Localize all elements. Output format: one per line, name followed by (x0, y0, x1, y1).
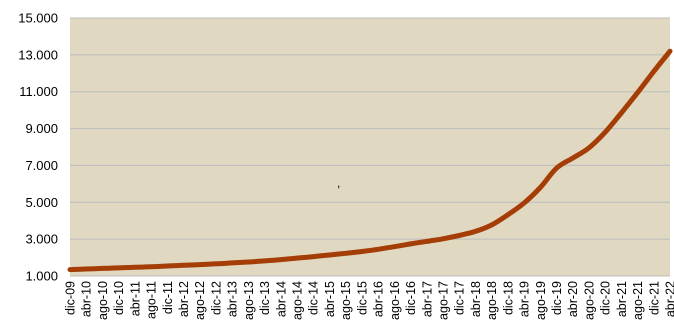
x-tick-label: abr-22 (664, 281, 674, 317)
annotation-mark: , (337, 176, 340, 190)
x-tick-label: ago-21 (631, 281, 645, 320)
x-tick-label: dic-09 (64, 281, 78, 315)
y-tick-label: 11.000 (19, 84, 58, 99)
x-tick-label: dic-15 (355, 281, 369, 315)
x-tick-label: dic-21 (647, 281, 661, 315)
series-layer (67, 48, 673, 273)
plot-area (70, 18, 670, 276)
x-tick-label: dic-10 (112, 281, 126, 315)
y-tick-label: 3.000 (25, 232, 58, 247)
x-tick-label: ago-15 (339, 281, 353, 320)
x-tick-label: abr-20 (566, 281, 580, 317)
x-axis-tick-labels: dic-09 abr-10 ago-10 dic-10 abr-11 ago-11 dic-… (64, 281, 674, 320)
x-tick-label: dic-14 (307, 281, 321, 315)
x-tick-label: dic-11 (161, 281, 175, 314)
x-tick-label: dic-17 (453, 281, 467, 315)
x-tick-label: ago-14 (291, 281, 305, 320)
x-tick-label: abr-14 (274, 281, 288, 317)
x-tick-label: abr-13 (226, 281, 240, 317)
x-tick-label: ago-10 (96, 281, 110, 320)
x-tick-label: abr-11 (128, 281, 142, 316)
x-tick-label: dic-18 (501, 281, 515, 315)
x-tick-label: ago-12 (193, 281, 207, 320)
y-tick-label: 15.000 (18, 11, 58, 26)
x-tick-label: abr-10 (80, 281, 94, 317)
y-tick-label: 13.000 (18, 47, 58, 62)
x-tick-label: abr-21 (615, 281, 629, 317)
x-tick-label: abr-15 (323, 281, 337, 317)
x-tick-label: abr-16 (372, 281, 386, 317)
x-tick-label: abr-18 (469, 281, 483, 317)
gridlines (70, 17, 670, 277)
x-tick-label: dic-20 (599, 281, 613, 315)
x-tick-label: ago-13 (242, 281, 256, 320)
series-line (67, 48, 673, 273)
x-tick-label: ago-20 (582, 281, 596, 320)
y-tick-label: 9.000 (25, 121, 58, 136)
x-tick-label: ago-17 (436, 281, 450, 320)
x-tick-label: dic-12 (209, 281, 223, 315)
x-tick-label: dic-16 (404, 281, 418, 315)
x-tick-label: abr-12 (177, 281, 191, 317)
y-tick-label: 1.000 (25, 269, 58, 284)
x-tick-label: ago-19 (534, 281, 548, 320)
x-tick-label: abr-17 (420, 281, 434, 317)
y-axis-tick-labels: 1.000 3.000 5.000 7.000 9.000 11.000 13.000 15.… (18, 11, 58, 284)
x-tick-label: dic-13 (258, 281, 272, 315)
x-tick-label: ago-11 (145, 281, 159, 319)
x-tick-label: ago-16 (388, 281, 402, 320)
x-tick-label: dic-19 (550, 281, 564, 315)
x-tick-label: abr-19 (518, 281, 532, 317)
y-tick-label: 5.000 (25, 195, 58, 210)
y-tick-label: 7.000 (25, 158, 58, 173)
x-tick-label: ago-18 (485, 281, 499, 320)
